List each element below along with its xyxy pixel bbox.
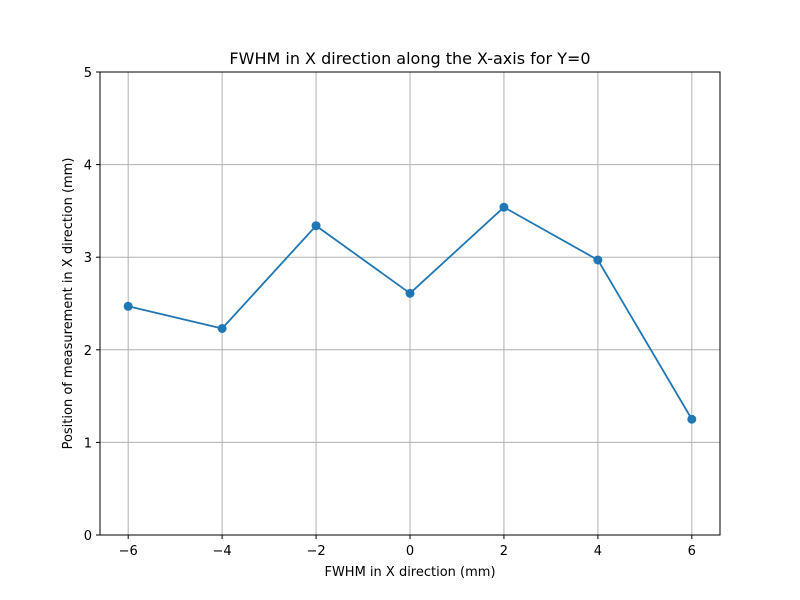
y-axis-label: Position of measurement in X direction (… — [61, 158, 76, 450]
x-tick-label: 2 — [500, 544, 508, 559]
y-tick-label: 5 — [84, 66, 92, 81]
y-tick-label: 2 — [84, 344, 92, 359]
data-series — [123, 202, 697, 424]
y-tick-label: 4 — [84, 159, 92, 174]
x-tick-label: −2 — [306, 544, 325, 559]
x-tick-label: −4 — [213, 544, 232, 559]
y-tick-label: 1 — [84, 436, 92, 451]
data-point — [687, 414, 697, 424]
data-point — [405, 288, 415, 298]
y-tick-label: 3 — [84, 251, 92, 266]
axis-ticks: −6 −4 −2 0 2 4 6 0 1 2 3 4 5 — [84, 66, 696, 559]
y-tick-label: 0 — [84, 529, 92, 544]
data-point — [217, 324, 227, 334]
data-point — [499, 202, 509, 212]
data-point — [593, 255, 603, 265]
x-tick-label: 4 — [594, 544, 602, 559]
x-tick-label: 0 — [406, 544, 414, 559]
x-axis-label: FWHM in X direction (mm) — [324, 565, 495, 580]
x-tick-label: 6 — [688, 544, 696, 559]
chart-title: FWHM in X direction along the X-axis for… — [229, 49, 590, 68]
data-point — [311, 221, 321, 231]
x-tick-label: −6 — [119, 544, 138, 559]
data-point — [123, 301, 133, 311]
